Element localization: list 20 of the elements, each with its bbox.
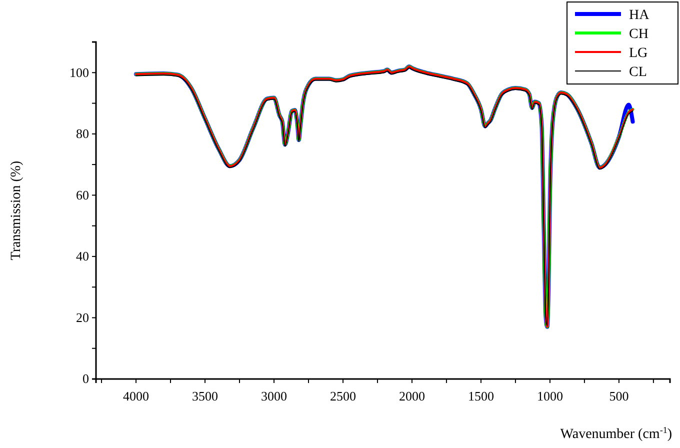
x-tick-label: 2000 xyxy=(398,388,425,404)
x-axis-title: Wavenumber (cm$^{-1}$) xyxy=(560,425,672,442)
x-tick-label: 1000 xyxy=(536,388,563,404)
y-tick-label: 0 xyxy=(82,371,89,386)
legend-label: CH xyxy=(629,27,648,42)
legend-label: HA xyxy=(629,8,650,23)
y-tick-label: 100 xyxy=(70,64,89,80)
x-tick-label: 500 xyxy=(609,388,629,404)
x-tick-label: 3000 xyxy=(260,388,287,404)
y-tick-label: 80 xyxy=(76,126,89,142)
legend-label: LG xyxy=(629,46,648,61)
legend-label: CL xyxy=(629,65,647,80)
x-tick-label: 3500 xyxy=(192,388,218,404)
x-tick-label: 4000 xyxy=(123,388,150,404)
y-tick-label: 60 xyxy=(76,187,89,202)
y-axis-title: Transmission (%) xyxy=(9,160,24,260)
x-tick-label: 2500 xyxy=(330,388,356,404)
y-tick-label: 40 xyxy=(76,248,89,264)
x-tick-label: 1500 xyxy=(468,388,494,404)
y-tick-label: 20 xyxy=(76,310,89,325)
